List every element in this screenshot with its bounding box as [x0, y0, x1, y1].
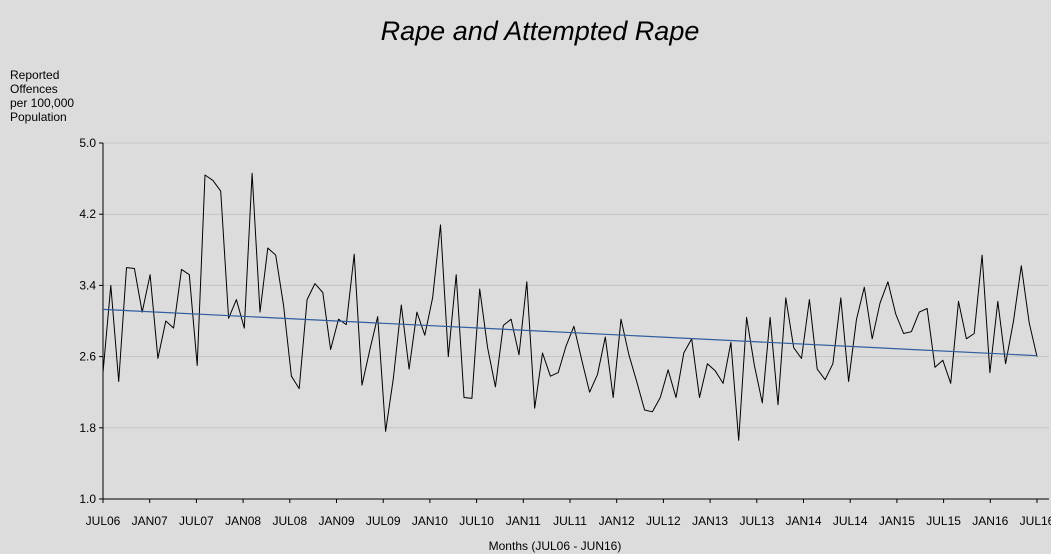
trend-line: [102, 308, 1038, 357]
monthly-rate-line: [102, 172, 1038, 441]
y-axis-label-line-2: Offences: [10, 82, 58, 96]
x-tick-label: JUL13: [739, 514, 774, 528]
y-tick-label: 1.8: [79, 421, 96, 435]
x-tick-label: JUL15: [926, 514, 961, 528]
y-tick-label: 2.6: [79, 350, 96, 364]
y-axis-label-line-4: Population: [10, 110, 67, 124]
series-lines: [102, 172, 1038, 441]
x-tick-label: JUL16: [1020, 514, 1051, 528]
axes: [99, 142, 1049, 503]
x-tick-label: JAN15: [879, 514, 915, 528]
x-tick-label: JUL06: [86, 514, 121, 528]
y-tick-label: 3.4: [79, 278, 96, 292]
chart-title: Rape and Attempted Rape: [381, 16, 700, 46]
x-tick-label: JUL10: [459, 514, 494, 528]
x-tick-label: JAN07: [132, 514, 168, 528]
x-tick-label: JUL14: [833, 514, 868, 528]
x-tick-label: JUL12: [646, 514, 681, 528]
x-tick-label: JAN16: [972, 514, 1008, 528]
x-tick-label: JUL08: [272, 514, 307, 528]
x-tick-label: JAN12: [599, 514, 635, 528]
x-tick-label: JAN09: [318, 514, 354, 528]
grid-lines: [103, 142, 1049, 429]
y-axis-label-line-3: per 100,000: [10, 96, 74, 110]
x-tick-label: JAN10: [412, 514, 448, 528]
y-axis-label-line-1: Reported: [10, 68, 59, 82]
y-tick-labels: 1.0 1.8 2.6 3.4 4.2 5.0: [79, 136, 96, 506]
x-tick-label: JAN13: [692, 514, 728, 528]
x-tick-label: JAN14: [785, 514, 821, 528]
y-tick-label: 4.2: [79, 207, 96, 221]
x-axis-label: Months (JUL06 - JUN16): [489, 539, 622, 553]
x-tick-labels: JUL06 JAN07 JUL07 JAN08 JUL08 JAN09 JUL09 JAN10…: [86, 514, 1051, 528]
y-axis-label: Reported Offences per 100,000 Population: [10, 68, 77, 124]
x-tick-label: JUL07: [179, 514, 214, 528]
x-tick-label: JAN11: [506, 514, 541, 528]
x-tick-label: JUL09: [366, 514, 401, 528]
x-tick-label: JAN08: [225, 514, 261, 528]
y-tick-label: 1.0: [79, 492, 96, 506]
x-tick-label: JUL11: [553, 514, 587, 528]
y-tick-label: 5.0: [79, 136, 96, 150]
